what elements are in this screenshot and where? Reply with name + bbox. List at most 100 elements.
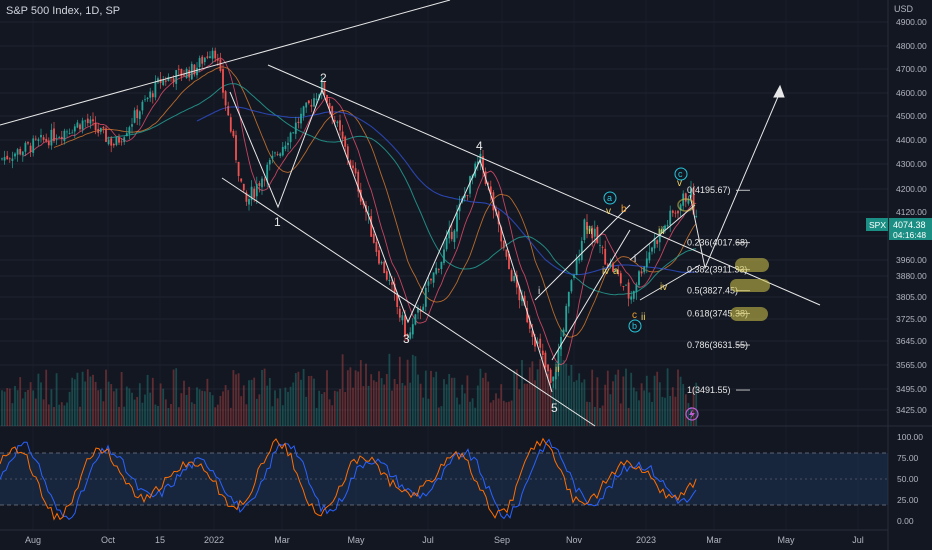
candle-body — [123, 137, 126, 143]
volume-bar — [138, 383, 141, 426]
candle-body — [380, 262, 383, 264]
volume-bar — [326, 370, 328, 426]
volume-bar — [164, 399, 167, 426]
candle-body — [167, 76, 170, 81]
volume-bar — [367, 385, 370, 426]
candle-body — [107, 139, 110, 145]
volume-bar — [565, 363, 568, 426]
minor-label-ii: ii — [555, 364, 559, 375]
volume-bar — [687, 403, 690, 426]
candle-body — [21, 151, 24, 156]
candle-body — [266, 164, 269, 182]
candle-body — [214, 50, 217, 59]
minor-label-iv: iv — [602, 266, 609, 277]
volume-bar — [287, 391, 289, 426]
volume-bar — [289, 386, 292, 426]
volume-bar — [664, 397, 666, 426]
volume-bar — [341, 354, 344, 426]
candle-body — [370, 216, 373, 237]
volume-bar — [292, 382, 295, 426]
volume-bar — [544, 362, 547, 426]
volume-bar — [604, 384, 607, 426]
candle-body — [632, 290, 635, 299]
candle-body — [640, 271, 643, 274]
candle-body — [409, 332, 412, 339]
lightning-icon[interactable] — [685, 407, 699, 421]
candle-body — [144, 99, 146, 101]
candle-body — [63, 130, 66, 141]
volume-bar — [671, 387, 674, 426]
time-axis-ticks: Aug Oct 15 2022 Mar May Jul Sep Nov 2023 Mar May Jul — [25, 535, 864, 545]
candle-body — [557, 349, 560, 371]
candle-body — [469, 176, 471, 194]
fib-label: 0.236(4017.68) — [687, 238, 748, 248]
candle-body — [154, 81, 157, 98]
volume-bar — [487, 381, 490, 426]
volume-bar — [508, 401, 510, 426]
candle-body — [45, 138, 48, 141]
volume-bar — [323, 392, 326, 426]
volume-bar — [144, 394, 146, 426]
volume-bar — [250, 379, 253, 426]
candle-body — [50, 129, 53, 146]
volume-bar — [406, 359, 409, 426]
volume-bar — [656, 371, 659, 426]
volume-bar — [310, 375, 313, 426]
candles — [1, 47, 698, 391]
candle-body — [133, 110, 136, 123]
candle-body — [297, 121, 300, 123]
minor-label-a: a — [613, 266, 619, 277]
candle-body — [567, 291, 570, 307]
candle-body — [128, 127, 131, 134]
minor-label-iii-2: iii — [658, 226, 665, 237]
candle-body — [346, 146, 349, 159]
candle-body — [497, 211, 500, 225]
candle-body — [339, 120, 341, 131]
volume-bar — [606, 370, 609, 426]
candle-body — [86, 118, 89, 124]
volume-bar — [536, 369, 539, 426]
volume-bar — [281, 405, 284, 426]
candle-body — [180, 68, 183, 77]
candle-body — [544, 352, 547, 368]
candle-body — [289, 132, 292, 143]
candle-body — [60, 136, 63, 139]
volume-bar — [391, 390, 393, 426]
candle-body — [492, 192, 495, 211]
candle-body — [253, 188, 256, 198]
volume-bar — [510, 400, 513, 426]
upper-trendline — [0, 0, 451, 126]
candle-body — [29, 145, 32, 153]
volume-bar — [237, 373, 240, 426]
volume-bar — [653, 375, 656, 426]
volume-bar — [328, 399, 331, 426]
volume-bar — [573, 381, 575, 426]
volume-bar — [388, 353, 391, 426]
volume-bar — [396, 384, 399, 426]
volume-bar — [398, 356, 401, 426]
stochastic-panel — [0, 437, 888, 521]
candle-body — [666, 225, 669, 227]
candle-body — [55, 139, 58, 141]
volume-bar — [120, 371, 123, 426]
time-tick-label: Nov — [566, 535, 583, 545]
volume-bar — [21, 398, 24, 426]
stoch-k-line — [0, 438, 697, 520]
volume-bar — [640, 383, 643, 426]
osc-tick-label: 75.00 — [897, 453, 919, 463]
volume-bar — [232, 370, 235, 426]
candle-body — [466, 194, 469, 196]
volume-bar — [42, 399, 45, 426]
candle-body — [219, 59, 222, 71]
candle-body — [354, 168, 357, 174]
candle-body — [183, 74, 185, 76]
volume-bar — [336, 391, 339, 426]
minor-label-v: v — [606, 206, 611, 217]
volume-bar — [463, 393, 466, 426]
volume-bar — [448, 374, 451, 426]
volume-bar — [612, 381, 614, 426]
volume-bar — [352, 387, 354, 426]
candle-body — [175, 70, 178, 84]
candle-body — [268, 159, 271, 165]
